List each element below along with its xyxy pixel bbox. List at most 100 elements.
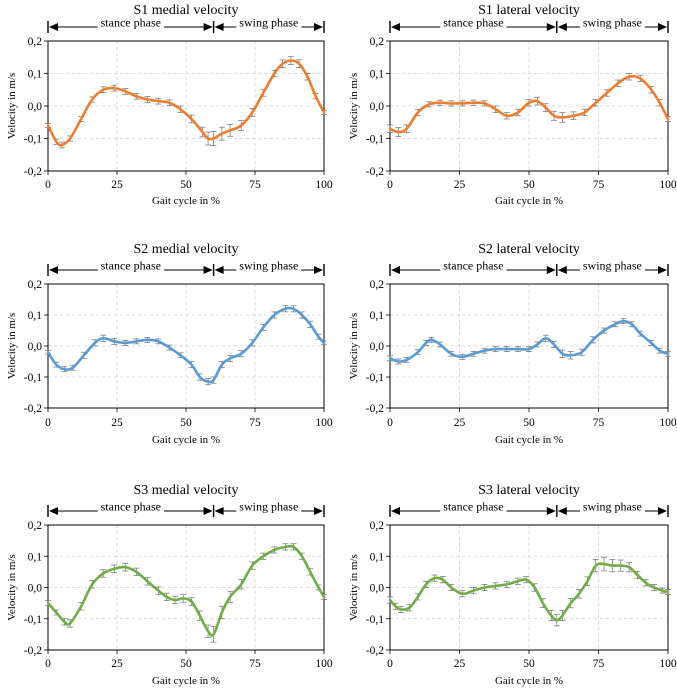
y-tick-label: 0,2: [28, 36, 43, 48]
data-point: [425, 342, 428, 344]
phase-label-bg: [97, 502, 164, 514]
data-point: [561, 116, 564, 119]
x-axis-label: Gait cycle in %: [152, 434, 220, 446]
data-point: [229, 595, 232, 598]
data-point: [636, 574, 639, 576]
data-point: [416, 351, 419, 354]
phase-label-bg: [579, 502, 645, 514]
y-axis-label: Velocity in m/s: [6, 73, 18, 140]
phase-label: stance phase: [443, 16, 503, 30]
x-axis-label: Gait cycle in %: [152, 675, 220, 687]
data-point: [102, 88, 105, 91]
data-point: [212, 379, 215, 381]
data-point: [80, 605, 83, 608]
data-point: [47, 602, 49, 605]
data-point: [317, 586, 320, 589]
phase-arrow-left: [391, 266, 400, 274]
data-point: [505, 114, 508, 117]
data-point: [146, 580, 149, 583]
phase-label: swing phase: [239, 259, 298, 273]
data-point: [124, 566, 127, 569]
data-point: [292, 307, 295, 310]
x-tick-label: 25: [111, 417, 123, 429]
data-point: [94, 342, 96, 344]
data-point: [301, 555, 303, 558]
data-point: [309, 570, 312, 573]
data-point: [284, 307, 287, 310]
phase-label-bg: [97, 18, 164, 30]
data-point: [614, 323, 617, 326]
data-point: [619, 564, 622, 567]
plot-frame: [47, 283, 325, 409]
data-point: [71, 366, 74, 369]
data-point: [389, 357, 391, 360]
data-point: [281, 62, 284, 65]
data-point: [240, 352, 243, 355]
phase-arrow-right: [658, 266, 667, 274]
data-point: [63, 620, 66, 623]
data-point: [262, 326, 265, 329]
data-point: [603, 329, 605, 332]
data-point: [430, 338, 433, 341]
data-point: [262, 555, 265, 558]
phase-arrow-right: [546, 23, 556, 31]
data-point: [80, 118, 83, 120]
series-1: [45, 56, 327, 149]
data-point: [190, 363, 193, 366]
data-point: [472, 101, 475, 104]
chart-title: S2 medial velocity: [134, 242, 239, 257]
x-tick-label: 100: [315, 658, 333, 670]
y-axis-label: Velocity in m/s: [6, 313, 18, 380]
data-point: [667, 352, 669, 355]
data-point: [102, 337, 105, 340]
data-point: [135, 340, 138, 343]
y-axis-label: Velocity in m/s: [348, 73, 360, 140]
data-point: [284, 545, 287, 548]
data-point: [494, 108, 497, 111]
data-point: [157, 589, 160, 592]
data-point: [207, 380, 209, 383]
phase-arrow-left: [49, 507, 58, 515]
plot-frame: [389, 524, 669, 651]
x-tick-label: 25: [111, 179, 123, 191]
data-point: [55, 363, 58, 366]
y-tick-label: -0,2: [366, 403, 384, 415]
y-tick-label: -0,1: [366, 134, 384, 146]
data-point: [91, 98, 94, 101]
phase-label: stance phase: [443, 259, 503, 273]
phase-label-bg: [440, 502, 507, 514]
data-point: [323, 111, 325, 114]
phase-arrow-right: [658, 23, 667, 31]
data-point: [165, 595, 168, 598]
series-line: [388, 75, 670, 134]
data-point: [174, 599, 176, 601]
series-1: [45, 543, 327, 643]
x-tick-label: 50: [180, 417, 192, 429]
x-tick-label: 100: [315, 179, 333, 191]
data-point: [113, 340, 116, 343]
chart-title: S3 medial velocity: [134, 483, 239, 498]
data-point: [483, 586, 486, 589]
data-point: [182, 597, 185, 600]
data-point: [314, 95, 317, 98]
phase-label: swing phase: [239, 500, 298, 514]
data-point: [124, 342, 127, 344]
phase-arrow-right: [203, 507, 213, 515]
data-point: [544, 106, 547, 109]
data-point: [69, 137, 71, 140]
plot-frame: [389, 283, 669, 409]
x-tick-label: 50: [523, 658, 535, 670]
x-tick-label: 0: [45, 658, 51, 670]
data-point: [594, 101, 597, 104]
data-point: [622, 320, 625, 323]
x-tick-label: 0: [45, 179, 51, 191]
data-point: [505, 583, 508, 586]
data-point: [650, 88, 653, 91]
data-point: [397, 360, 400, 363]
data-point: [483, 349, 486, 352]
y-tick-label: 0,1: [28, 69, 43, 81]
phase-label-bg: [236, 502, 302, 514]
data-point: [569, 602, 572, 605]
phase-arrow-right: [203, 23, 213, 31]
data-point: [586, 580, 589, 583]
